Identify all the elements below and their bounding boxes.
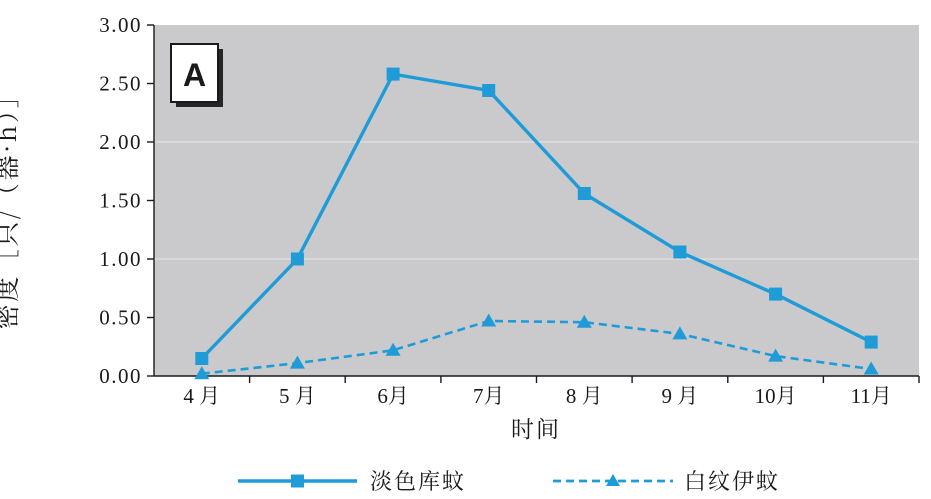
svg-text:淡色库蚊: 淡色库蚊 (370, 465, 466, 496)
svg-text:7月: 7月 (473, 380, 505, 410)
svg-text:白纹伊蚊: 白纹伊蚊 (684, 465, 780, 496)
svg-text:2.00: 2.00 (99, 130, 142, 154)
svg-text:时间: 时间 (511, 411, 561, 444)
svg-text:9 月: 9 月 (662, 380, 699, 410)
svg-text:11月: 11月 (851, 380, 892, 410)
svg-text:0.50: 0.50 (99, 306, 142, 330)
svg-text:A: A (183, 57, 206, 93)
svg-text:3.00: 3.00 (99, 13, 142, 37)
svg-text:密度［只/（器·h）］: 密度［只/（器·h）］ (0, 81, 24, 330)
svg-text:2.50: 2.50 (99, 72, 142, 96)
svg-text:6月: 6月 (377, 380, 409, 410)
svg-text:5 月: 5 月 (279, 380, 316, 410)
svg-text:1.50: 1.50 (99, 189, 142, 213)
svg-text:8 月: 8 月 (566, 380, 603, 410)
svg-text:10月: 10月 (755, 380, 797, 410)
svg-text:4 月: 4 月 (183, 380, 220, 410)
svg-text:0.00: 0.00 (99, 364, 142, 388)
svg-text:1.00: 1.00 (99, 247, 142, 271)
